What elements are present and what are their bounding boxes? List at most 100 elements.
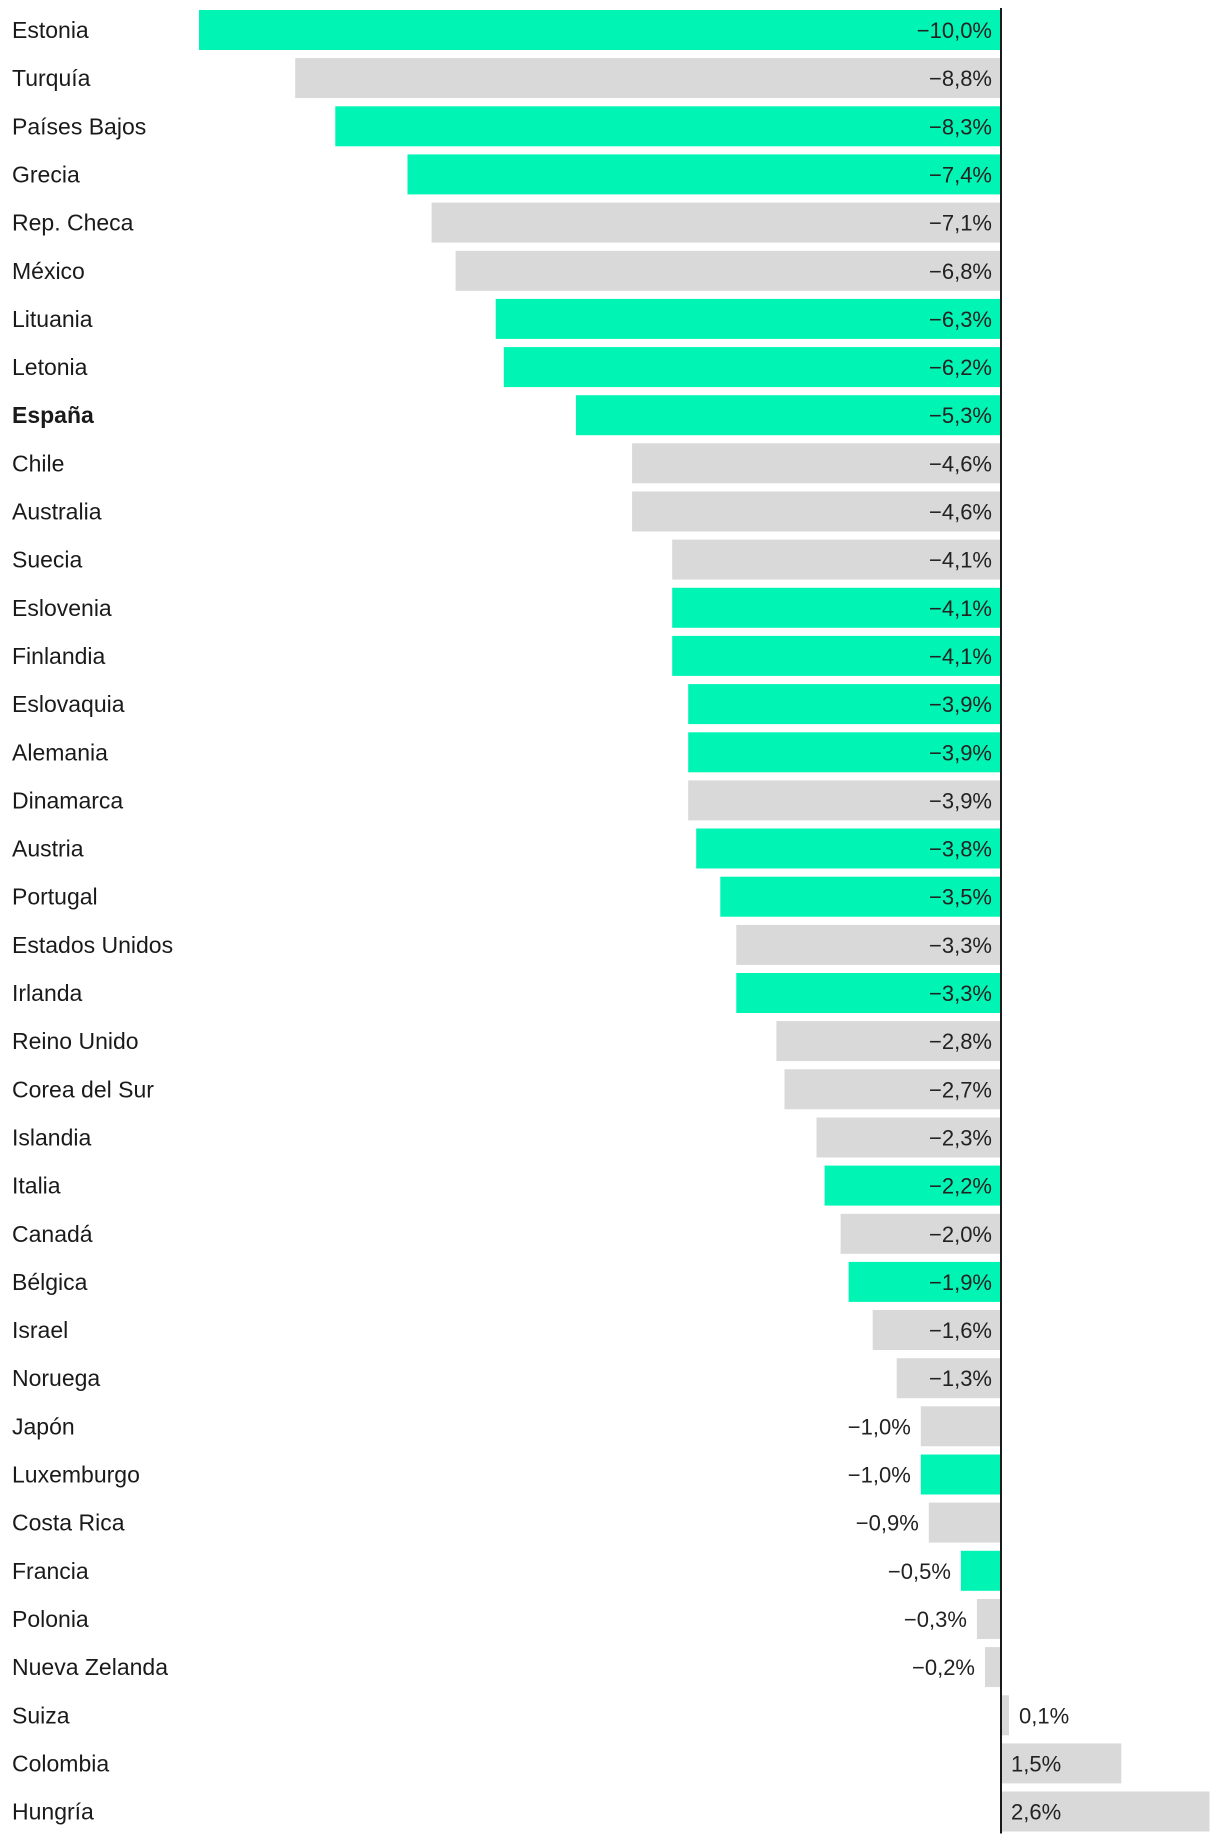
category-label: Portugal [12, 884, 98, 910]
value-label: −3,3% [929, 981, 992, 1006]
value-label: −3,9% [929, 788, 992, 813]
category-label: Corea del Sur [12, 1076, 154, 1102]
category-label: Suecia [12, 547, 83, 573]
bar-20 [736, 924, 1001, 965]
value-label: −8,3% [929, 114, 992, 139]
bar-15 [688, 684, 1001, 725]
value-label: −5,3% [929, 403, 992, 428]
category-label: Italia [12, 1173, 61, 1199]
value-label: 0,1% [1019, 1703, 1069, 1728]
value-label: −0,2% [912, 1655, 975, 1680]
bar-27 [848, 1261, 1001, 1302]
category-label: Islandia [12, 1125, 91, 1151]
bar-35 [985, 1647, 1001, 1688]
value-label: −3,8% [929, 837, 992, 862]
value-label: −3,3% [929, 933, 992, 958]
value-label: −7,4% [929, 162, 992, 187]
value-label: −0,9% [856, 1511, 919, 1536]
category-label: Letonia [12, 354, 88, 380]
category-label: Nueva Zelanda [12, 1654, 168, 1680]
bar-9 [575, 395, 1001, 436]
category-label: Dinamarca [12, 787, 123, 813]
bar-25 [824, 1165, 1001, 1206]
category-label: Lituania [12, 306, 93, 332]
category-label: Austria [12, 836, 84, 862]
bar-1 [199, 10, 1001, 50]
category-label: Noruega [12, 1365, 100, 1391]
value-label: −6,3% [929, 307, 992, 332]
bar-34 [976, 1599, 1001, 1639]
bar-32 [928, 1502, 1001, 1543]
category-label: Rep. Checa [12, 210, 134, 236]
category-label: Países Bajos [12, 113, 146, 139]
value-label: −8,8% [929, 66, 992, 91]
value-label: −3,5% [929, 885, 992, 910]
category-label: Bélgica [12, 1269, 88, 1295]
bar-5 [431, 202, 1002, 243]
category-label: Estonia [12, 17, 89, 43]
value-label: −4,1% [929, 548, 992, 573]
category-label: Colombia [12, 1750, 109, 1776]
bar-36 [1001, 1695, 1009, 1736]
value-label: −6,8% [929, 259, 992, 284]
bar-8 [503, 347, 1001, 388]
value-label: −7,1% [929, 211, 992, 236]
bar-3 [335, 106, 1001, 147]
category-label: Suiza [12, 1702, 70, 1728]
category-label: Turquía [12, 65, 91, 91]
value-label: −3,9% [929, 692, 992, 717]
bar-24 [816, 1117, 1001, 1158]
category-label: Luxemburgo [12, 1462, 140, 1488]
bar-29 [896, 1358, 1001, 1399]
bar-31 [920, 1454, 1001, 1495]
bar-12 [672, 539, 1001, 580]
value-label: −4,6% [929, 451, 992, 476]
labels-layer: Estonia −10,0% Turquía −8,8% Países Bajos −8,… [12, 17, 1069, 1825]
value-label: −2,7% [929, 1077, 992, 1102]
category-label: España [12, 402, 94, 428]
category-label: Estados Unidos [12, 932, 173, 958]
category-label: Polonia [12, 1606, 89, 1632]
bar-16 [688, 732, 1001, 773]
category-label: Irlanda [12, 980, 83, 1006]
category-label: Francia [12, 1558, 89, 1584]
bar-11 [632, 491, 1001, 532]
bar-23 [784, 1069, 1001, 1110]
bar-19 [720, 876, 1001, 917]
category-label: Costa Rica [12, 1510, 125, 1536]
value-label: −0,5% [888, 1559, 951, 1584]
bar-26 [840, 1213, 1001, 1254]
bar-10 [632, 443, 1001, 484]
bar-14 [672, 635, 1001, 676]
bar-7 [495, 298, 1001, 339]
category-label: Hungría [12, 1799, 94, 1825]
bar-37 [1001, 1743, 1122, 1784]
value-label: −1,0% [848, 1414, 911, 1439]
bar-17 [688, 780, 1001, 821]
bar-38 [1001, 1791, 1210, 1832]
bars-layer [199, 10, 1210, 1832]
value-label: −0,3% [904, 1607, 967, 1632]
bar-13 [672, 587, 1001, 628]
bar-4 [407, 154, 1001, 195]
category-label: Canadá [12, 1221, 93, 1247]
value-label: −10,0% [917, 18, 992, 43]
bar-6 [455, 250, 1002, 291]
bar-30 [920, 1406, 1001, 1447]
value-label: −2,8% [929, 1029, 992, 1054]
value-label: −1,3% [929, 1366, 992, 1391]
value-label: −2,3% [929, 1126, 992, 1151]
value-label: −6,2% [929, 355, 992, 380]
value-label: −1,6% [929, 1318, 992, 1343]
category-label: México [12, 258, 85, 284]
bar-2 [295, 58, 1001, 99]
bar-33 [960, 1550, 1001, 1591]
category-label: Alemania [12, 739, 108, 765]
category-label: Reino Unido [12, 1028, 139, 1054]
category-label: Australia [12, 499, 102, 525]
category-label: Israel [12, 1317, 68, 1343]
category-label: Chile [12, 450, 64, 476]
value-label: −2,0% [929, 1222, 992, 1247]
value-label: −4,1% [929, 596, 992, 621]
